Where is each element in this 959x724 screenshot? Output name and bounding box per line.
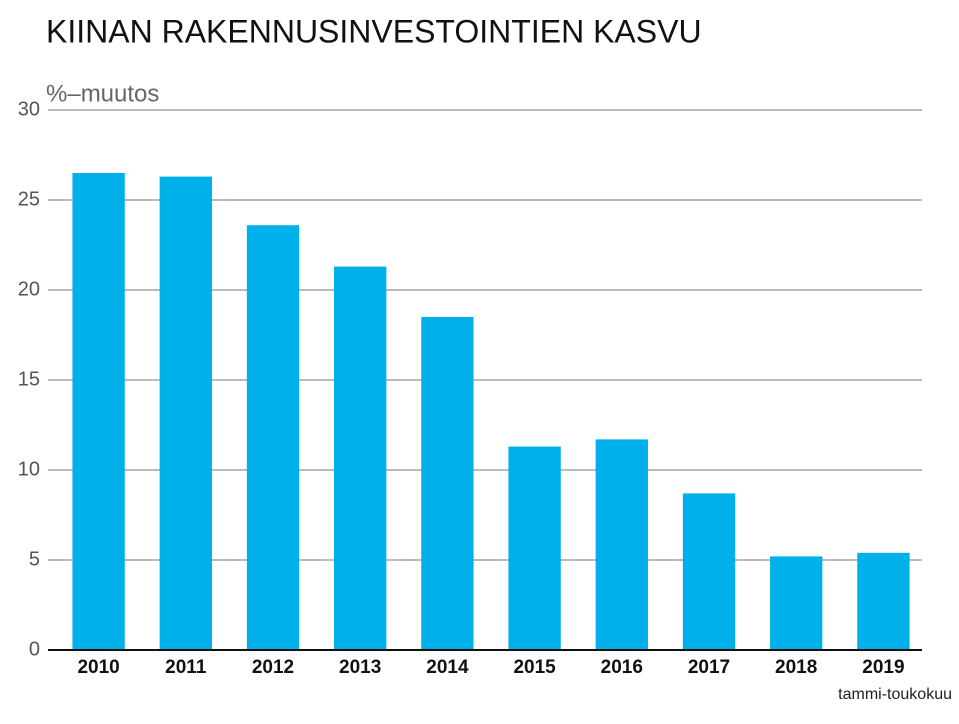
annotation: tammi-toukokuu	[838, 686, 952, 703]
chart-title: KIINAN RAKENNUSINVESTOINTIEN KASVU	[46, 13, 702, 49]
y-tick-label: 15	[18, 368, 40, 390]
bar	[334, 266, 387, 650]
bar	[421, 317, 474, 650]
bar	[246, 225, 300, 650]
bar	[770, 556, 823, 650]
x-tick-label: 2017	[688, 657, 730, 678]
bar	[159, 176, 212, 650]
y-tick-label: 0	[29, 638, 40, 660]
bar	[682, 493, 736, 650]
x-tick-label: 2016	[601, 657, 643, 678]
x-tick-label: 2015	[513, 657, 556, 678]
x-tick-label: 2013	[339, 657, 381, 678]
y-tick-label: 30	[18, 98, 40, 120]
y-tick-label: 20	[18, 278, 40, 300]
x-tick-label: 2018	[775, 657, 817, 678]
x-tick-label: 2010	[77, 657, 119, 678]
bar	[857, 552, 910, 650]
bar	[72, 173, 125, 650]
bar	[595, 439, 648, 650]
y-axis-label: %–muutos	[46, 80, 159, 107]
x-tick-label: 2014	[426, 657, 469, 678]
y-tick-label: 25	[18, 188, 40, 210]
x-tick-label: 2012	[252, 657, 294, 678]
x-tick-label: 2019	[862, 657, 904, 678]
y-tick-label: 10	[18, 458, 40, 480]
bar	[508, 446, 561, 650]
y-tick-label: 5	[29, 548, 40, 570]
x-tick-label: 2011	[165, 657, 207, 678]
